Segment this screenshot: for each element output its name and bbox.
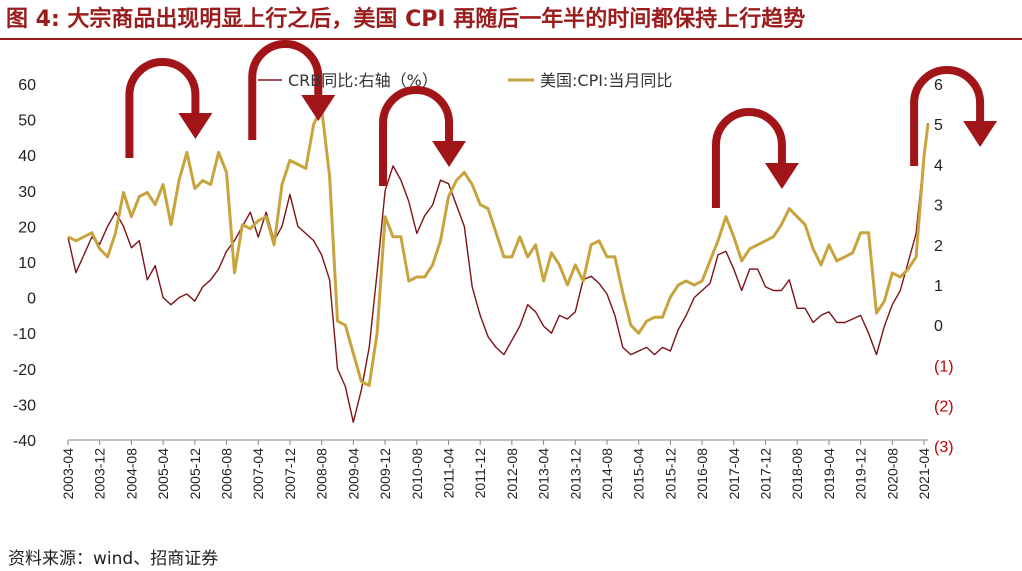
left-axis-tick: 10 xyxy=(18,255,36,272)
x-tick-label: 2013-12 xyxy=(567,448,583,500)
left-axis-tick: 0 xyxy=(27,291,36,308)
arrow-stroke xyxy=(711,108,786,208)
x-tick-label: 2005-12 xyxy=(187,448,203,500)
x-tick-label: 2021-04 xyxy=(916,448,932,500)
arrow-head xyxy=(963,121,998,147)
right-axis-tick: 3 xyxy=(934,198,943,215)
x-tick-label: 2015-12 xyxy=(662,448,678,500)
right-axis-tick: 2 xyxy=(934,238,943,255)
left-axis-tick: 30 xyxy=(18,184,36,201)
x-tick-label: 2017-04 xyxy=(726,448,742,500)
legend-label-cpi: 美国:CPI:当月同比 xyxy=(540,71,672,90)
right-axis-tick: 6 xyxy=(934,77,943,94)
x-tick-label: 2011-12 xyxy=(472,448,488,499)
x-tick-label: 2006-08 xyxy=(219,448,235,500)
arrow-stroke xyxy=(379,86,454,186)
x-tick-label: 2003-12 xyxy=(92,448,108,500)
trend-arrows xyxy=(125,40,998,208)
x-tick-label: 2014-08 xyxy=(599,448,615,500)
series-line-cpi xyxy=(67,106,930,387)
left-axis-tick: -30 xyxy=(13,397,36,414)
x-tick-label: 2007-04 xyxy=(250,448,266,500)
x-tick-label: 2013-04 xyxy=(536,448,552,500)
x-tick-label: 2008-08 xyxy=(314,448,330,500)
x-tick-label: 2019-12 xyxy=(853,448,869,500)
x-tick-label: 2003-04 xyxy=(60,448,76,500)
right-axis-tick: (1) xyxy=(934,358,954,375)
x-tick-label: 2009-12 xyxy=(377,448,393,500)
arrow-head xyxy=(432,141,467,167)
arrow-head xyxy=(178,113,213,139)
x-tick-label: 2017-12 xyxy=(758,448,774,500)
x-tick-label: 2005-04 xyxy=(155,448,171,500)
x-tick-label: 2019-04 xyxy=(821,448,837,500)
legend-label-crb: CRB同比:右轴（%） xyxy=(288,71,438,90)
left-axis-tick: -40 xyxy=(13,433,36,450)
x-tick-label: 2010-08 xyxy=(409,448,425,500)
x-tick-label: 2016-08 xyxy=(694,448,710,500)
title-divider xyxy=(0,38,1022,40)
figure-title: 图 4: 大宗商品出现明显上行之后，美国 CPI 再随后一年半的时间都保持上行趋… xyxy=(6,7,806,32)
arrow-stroke xyxy=(248,40,323,140)
x-tick-label: 2007-12 xyxy=(282,448,298,500)
left-axis-ticks: 60 50 40 30 20 10 0 -10 -20 -30 -40 xyxy=(13,77,36,450)
arrow-head xyxy=(301,95,336,121)
right-axis-tick: 5 xyxy=(934,117,943,134)
right-axis-tick: (2) xyxy=(934,399,954,416)
x-tick-label: 2018-08 xyxy=(789,448,805,500)
right-axis-tick: 1 xyxy=(934,278,943,295)
x-tick-label: 2012-08 xyxy=(504,448,520,500)
left-axis-tick: -20 xyxy=(13,362,36,379)
left-axis-tick: 60 xyxy=(18,77,36,94)
series-line-crb xyxy=(67,123,929,423)
right-axis-tick: 4 xyxy=(934,157,943,174)
left-axis-tick: 20 xyxy=(18,219,36,236)
left-axis-tick: -10 xyxy=(13,326,36,343)
arrow-stroke xyxy=(125,58,200,158)
right-axis-tick: 0 xyxy=(934,318,943,335)
arrow-stroke xyxy=(910,66,985,166)
left-axis-tick: 40 xyxy=(18,148,36,165)
x-tick-label: 2004-08 xyxy=(123,448,139,500)
x-tick-label: 2020-08 xyxy=(884,448,900,500)
legend: CRB同比:右轴（%） 美国:CPI:当月同比 xyxy=(258,71,672,90)
arrow-head xyxy=(764,163,799,189)
right-axis-ticks: 6 5 4 3 2 1 0 (1) (2) (3) xyxy=(934,77,954,456)
x-tick-label: 2011-04 xyxy=(440,448,456,499)
x-tick-label: 2009-04 xyxy=(345,448,361,500)
x-tick-label: 2015-04 xyxy=(631,448,647,500)
source-note: 资料来源：wind、招商证券 xyxy=(8,549,219,569)
right-axis-tick: (3) xyxy=(934,439,954,456)
x-axis-ticks: 2003-04 2003-12 2004-08 2005-04 2005-12 2006-… xyxy=(60,440,932,499)
left-axis-tick: 50 xyxy=(18,113,36,130)
